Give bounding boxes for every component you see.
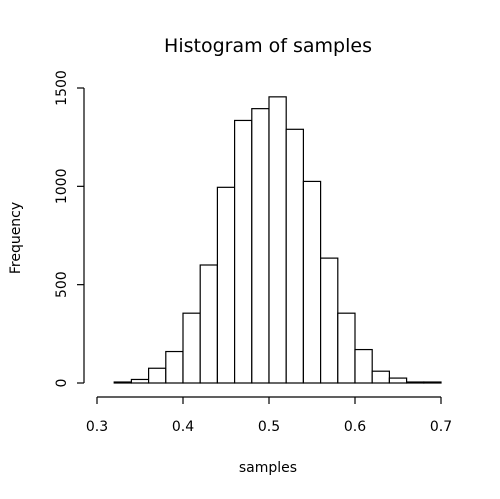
- histogram-bar-15: [354, 348, 373, 384]
- histogram-bar-12: [302, 180, 322, 384]
- histogram-bar-17: [388, 377, 408, 384]
- y-axis-label: Frequency: [8, 202, 24, 274]
- histogram-bar-5: [182, 312, 201, 384]
- y-tick-label-3: 1500: [54, 70, 70, 106]
- chart-title: Histogram of samples: [164, 35, 372, 57]
- x-tick-label-0: 0.3: [86, 419, 108, 435]
- histogram-bar-2: [130, 378, 150, 384]
- x-tick-label-3: 0.6: [344, 419, 366, 435]
- histogram-bar-3: [148, 367, 167, 384]
- y-tick-label-2: 1000: [54, 169, 70, 205]
- histogram-bar-11: [285, 128, 305, 384]
- y-tick-label-1: 500: [54, 271, 70, 298]
- x-axis: 0.3 0.4 0.5 0.6 0.7: [86, 396, 452, 435]
- histogram-bar-8: [234, 119, 253, 384]
- x-tick-label-2: 0.5: [258, 419, 280, 435]
- y-axis: 0 500 1000 1500: [54, 70, 85, 388]
- histogram-bar-19: [423, 381, 442, 384]
- histogram-bar-9: [251, 108, 270, 384]
- histogram-bar-4: [165, 350, 184, 384]
- bars-group: [113, 96, 442, 384]
- histogram-bar-13: [320, 257, 339, 384]
- histogram-bar-6: [199, 264, 218, 384]
- histogram-bar-18: [406, 381, 425, 384]
- histogram-bar-1: [113, 381, 132, 384]
- histogram-bar-10: [268, 96, 287, 384]
- x-tick-label-1: 0.4: [172, 419, 194, 435]
- histogram-bar-14: [337, 312, 356, 384]
- x-tick-label-4: 0.7: [430, 419, 452, 435]
- histogram-bar-16: [371, 370, 391, 384]
- histogram-bar-7: [216, 186, 236, 384]
- y-tick-label-0: 0: [54, 379, 70, 388]
- x-axis-label: samples: [239, 460, 297, 476]
